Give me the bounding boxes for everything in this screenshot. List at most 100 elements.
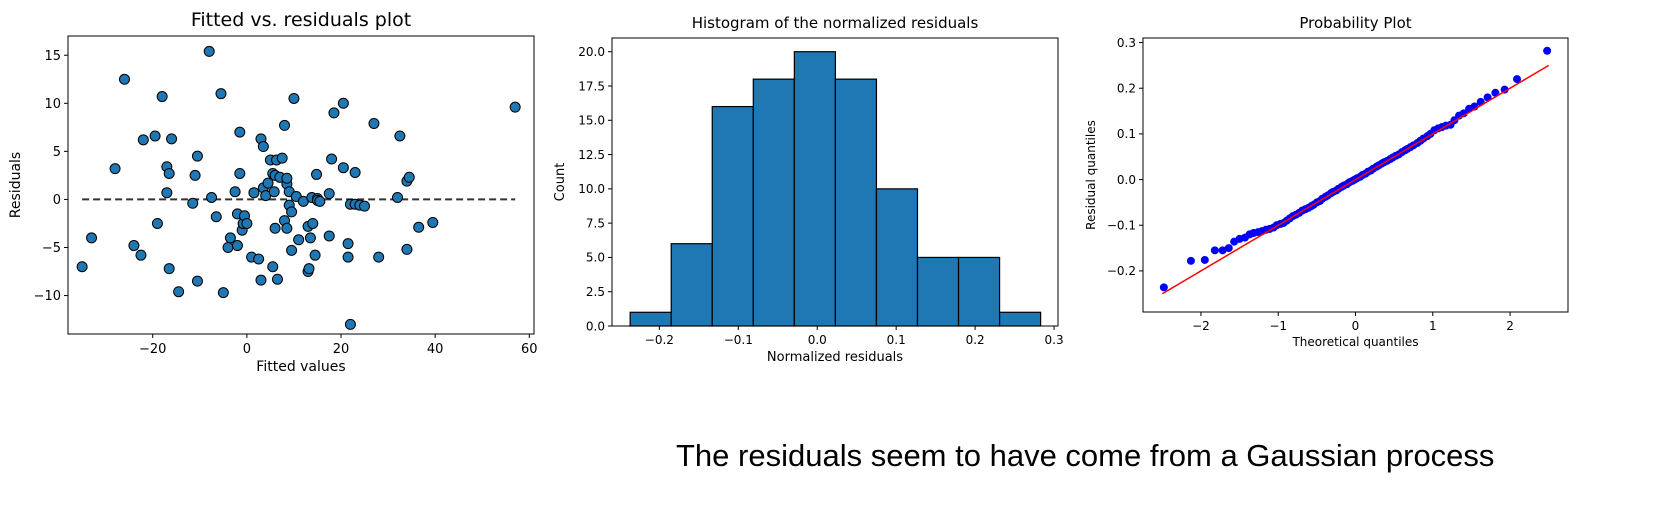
quantile-point (1159, 283, 1168, 292)
y-tick-label: −10 (34, 289, 61, 304)
chart-title: Histogram of the normalized residuals (692, 14, 979, 32)
residual-point (314, 195, 326, 207)
x-tick-label: 0.1 (887, 333, 906, 347)
y-axis-label: Residual quantiles (1084, 120, 1098, 230)
x-tick-label: −0.1 (724, 333, 753, 347)
y-tick-label: 0.1 (1117, 127, 1136, 141)
chart-title: Fitted vs. residuals plot (191, 9, 411, 31)
residual-point (323, 188, 335, 200)
histogram-bar (629, 311, 672, 327)
residual-point (279, 119, 291, 131)
residual-point (267, 261, 279, 273)
x-axis-label: Normalized residuals (767, 350, 903, 365)
residual-point (156, 91, 168, 103)
residual-point (328, 107, 340, 119)
residual-point (149, 130, 161, 142)
x-tick-label: 0.0 (808, 333, 827, 347)
y-tick-label: 12.5 (578, 148, 605, 162)
residual-point (368, 117, 380, 129)
residual-point (151, 217, 163, 229)
residual-point (76, 261, 88, 273)
x-tick-label: 0 (243, 342, 251, 357)
quantile-point (1491, 88, 1500, 97)
residual-point (255, 274, 267, 286)
fitted-vs-residuals-chart: −20 0 20 40 60 −10 −5 0 5 10 15 Fitted vs. residual… (8, 9, 538, 375)
residual-point (217, 287, 229, 299)
residual-point (257, 141, 269, 153)
quantile-point (1186, 256, 1195, 265)
residual-point (253, 253, 265, 265)
fit-line (1161, 64, 1550, 295)
residual-point (394, 130, 406, 142)
plot-frame (67, 35, 535, 335)
residual-point (268, 186, 280, 198)
residual-point (215, 88, 227, 100)
histogram-bar (957, 256, 1001, 327)
x-tick-label: 60 (521, 342, 538, 357)
x-tick-label: 1 (1429, 319, 1437, 333)
residual-point (173, 286, 185, 298)
residual-point (163, 167, 175, 179)
y-tick-label: 7.5 (586, 216, 605, 230)
residual-point (187, 197, 199, 209)
quantile-point (1500, 85, 1509, 94)
histogram-bar (670, 243, 713, 327)
residual-point (128, 240, 140, 252)
y-axis-label: Count (553, 163, 568, 202)
histogram-bar (916, 256, 960, 327)
y-tick-label: 5 (53, 145, 61, 160)
residual-point (241, 217, 253, 229)
residual-point (373, 251, 385, 263)
residual-point (191, 275, 203, 287)
residual-point (191, 150, 203, 162)
histogram-bar (834, 78, 878, 327)
residual-point (262, 177, 274, 189)
residual-point (224, 232, 236, 244)
residual-point (427, 216, 439, 228)
y-tick-label: 2.5 (586, 285, 605, 299)
residual-point (349, 167, 361, 179)
x-tick-label: −2 (1192, 319, 1210, 333)
residual-point (222, 241, 234, 253)
residual-point (135, 249, 147, 261)
residual-point (231, 240, 243, 252)
x-tick-label: 40 (427, 342, 444, 357)
y-tick-label: 5.0 (586, 251, 605, 265)
residual-point (229, 186, 241, 198)
y-tick-label: 10 (44, 97, 61, 112)
probability-plot-chart: −2 −1 0 1 2 −0.2 −0.1 0.0 0.1 0.2 0.3 Probability P… (1084, 14, 1569, 349)
residual-point (309, 249, 321, 261)
histogram-bar (875, 188, 919, 327)
residual-point (337, 162, 349, 174)
quantile-point (1543, 46, 1552, 55)
x-tick-label: 0 (1352, 319, 1360, 333)
residual-point (326, 153, 338, 165)
residual-point (509, 101, 521, 113)
x-tick-label: 20 (333, 342, 350, 357)
residual-point (413, 221, 425, 233)
residual-point (342, 238, 354, 250)
residual-point (344, 318, 356, 330)
residual-point (286, 244, 298, 256)
y-axis-label: Residuals (8, 152, 24, 218)
residual-point (311, 168, 323, 180)
residual-histogram-chart: −0.2 −0.1 0.0 0.1 0.2 0.3 0.0 2.5 5.0 7.5 10.0 12.5… (553, 14, 1064, 365)
y-tick-label: 17.5 (578, 79, 605, 93)
residual-point (271, 273, 283, 285)
x-tick-label: 2 (1506, 319, 1514, 333)
residual-point (281, 172, 293, 184)
y-tick-label: 20.0 (578, 45, 605, 59)
residual-point (303, 263, 315, 275)
x-tick-label: −0.2 (645, 333, 674, 347)
plot-frame (611, 37, 1059, 327)
x-tick-label: −1 (1269, 319, 1287, 333)
residual-point (307, 217, 319, 229)
residual-point (161, 187, 173, 199)
residual-point (118, 73, 130, 85)
residual-point (323, 230, 335, 242)
quantile-point (1218, 246, 1227, 255)
residual-point (403, 171, 415, 183)
quantile-point (1513, 75, 1521, 84)
residual-point (337, 97, 349, 109)
